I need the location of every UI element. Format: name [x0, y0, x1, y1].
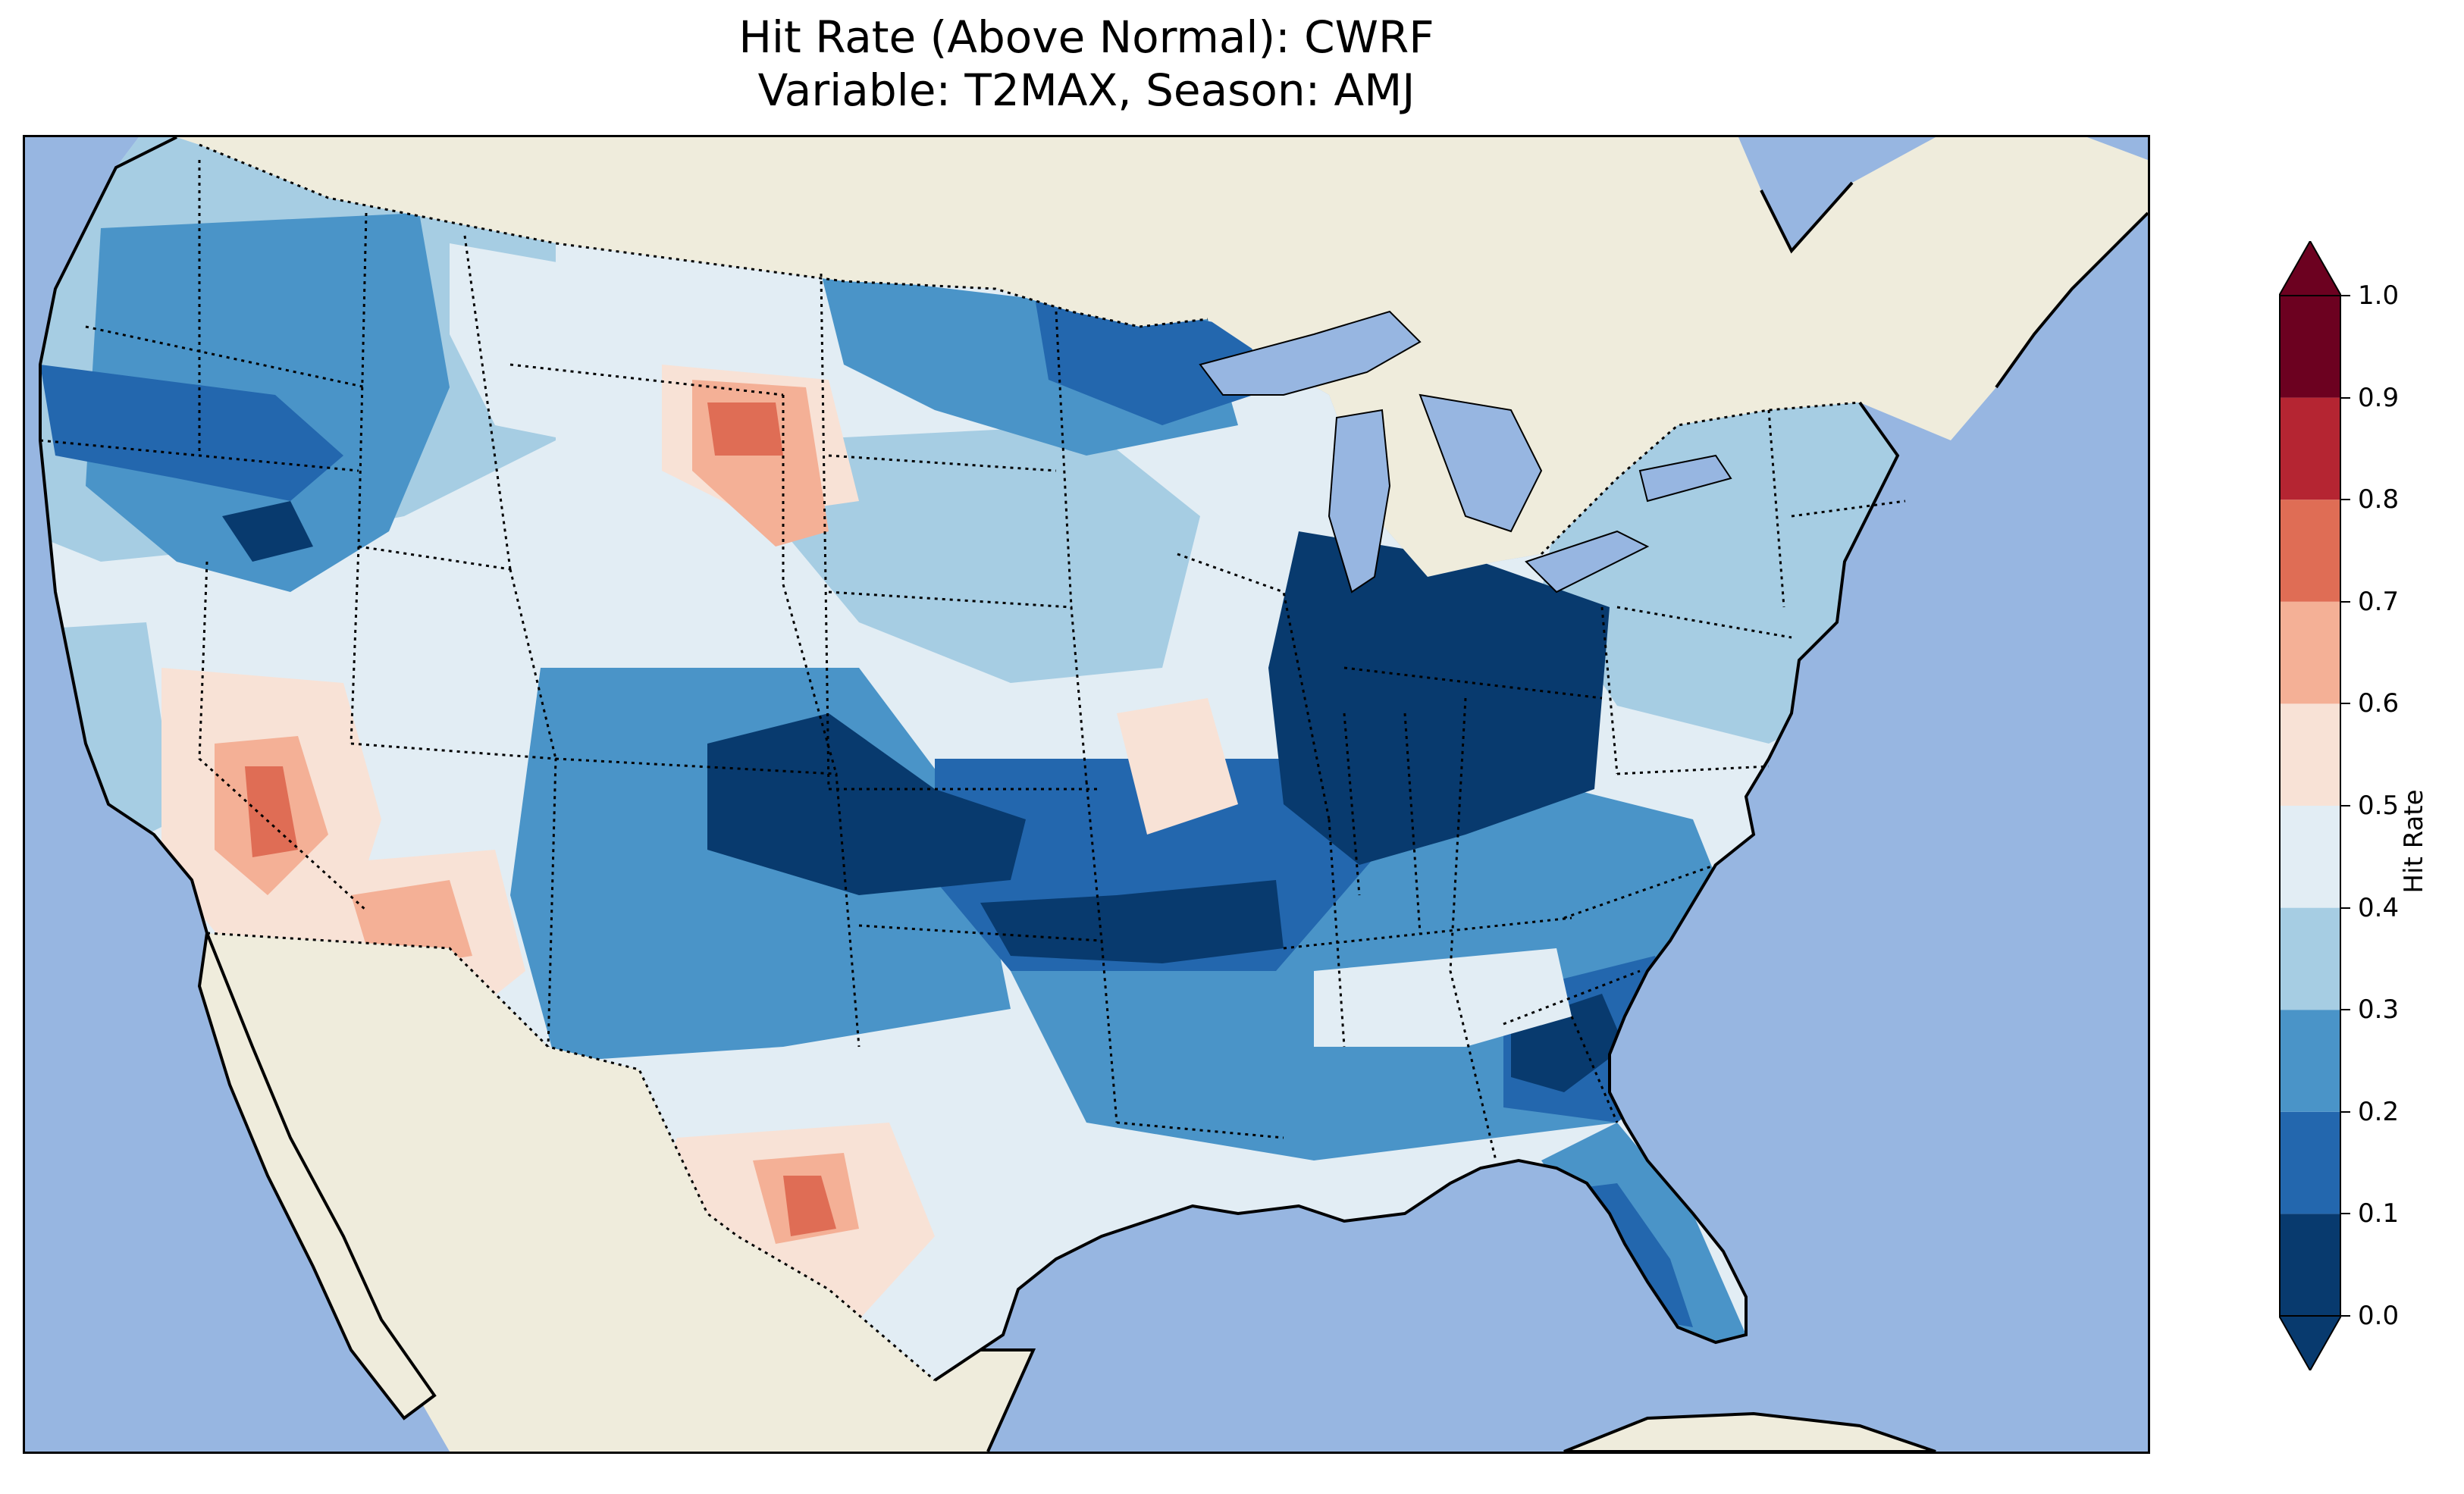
mexico-land	[207, 933, 1033, 1452]
colorbar-label: Hit Rate	[2399, 789, 2429, 894]
baja-peninsula	[199, 933, 434, 1418]
colorbar-frame	[2279, 295, 2341, 1317]
field-blue-oregon	[40, 365, 343, 501]
figure-title: Hit Rate (Above Normal): CWRF Variable: …	[23, 11, 2150, 117]
colorbar-tick-mark	[2341, 1213, 2350, 1215]
colorbar-tick-mark	[2341, 1009, 2350, 1011]
colorbar-bin	[2280, 500, 2340, 602]
colorbar-bin	[2280, 806, 2340, 908]
colorbar-tick-label: 0.6	[2358, 688, 2400, 719]
map-panel	[23, 135, 2150, 1454]
field-navy-idaho	[222, 501, 313, 562]
title-line-1: Hit Rate (Above Normal): CWRF	[738, 11, 1434, 63]
mexico-coastline	[980, 1348, 1036, 1452]
field-pale-gulf-coast	[821, 1123, 1314, 1289]
field-salmon-missouri	[1117, 698, 1238, 835]
us-coastline	[39, 137, 2148, 1382]
colorbar-tick-label: 0.4	[2358, 892, 2400, 923]
lake-ontario	[1638, 454, 1732, 503]
field-pale-tennessee	[1314, 948, 1572, 1047]
field-navy-arkansas	[980, 880, 1284, 963]
colorbar-over-arrow	[2279, 241, 2341, 296]
colorbar-tick-label: 0.2	[2358, 1096, 2400, 1127]
colorbar-tick-mark	[2341, 295, 2350, 296]
conus-map	[25, 137, 2148, 1452]
colorbar-tick-mark	[2341, 907, 2350, 909]
colorbar-bin	[2280, 296, 2340, 398]
lake-erie	[1525, 530, 1650, 594]
canada-land	[139, 137, 2148, 577]
state-borders	[39, 160, 1906, 1161]
colorbar-tick-mark	[2341, 1110, 2350, 1113]
colorbar-tick-mark	[2341, 805, 2350, 807]
colorbar-tick-mark	[2341, 1315, 2350, 1317]
colorbar-tick-label: 1.0	[2358, 280, 2400, 311]
colorbar-tick-mark	[2341, 703, 2350, 705]
colorbar-tick-mark	[2341, 600, 2350, 603]
colorbar-tick-label: 0.5	[2358, 791, 2400, 821]
cuba-land	[1563, 1411, 1936, 1452]
colorbar-tick-label: 0.3	[2358, 994, 2400, 1026]
lake-superior	[1199, 310, 1422, 396]
lake-huron	[1419, 393, 1543, 533]
colorbar-bin	[2280, 703, 2340, 806]
colorbar-under-arrow	[2279, 1315, 2341, 1370]
colorbar-bin	[2280, 907, 2340, 1010]
colorbar	[2279, 241, 2341, 1370]
lake-michigan	[1328, 409, 1391, 594]
field-red-texas	[783, 1176, 836, 1236]
field-light-blue-plains	[783, 425, 1200, 683]
colorbar-tick-mark	[2341, 396, 2350, 399]
field-red-nevada	[245, 766, 298, 857]
title-line-2: Variable: T2MAX, Season: AMJ	[757, 64, 1415, 116]
colorbar-bin	[2280, 601, 2340, 704]
colorbar-tick-label: 0.7	[2358, 586, 2400, 617]
field-navy-kansas	[707, 713, 1026, 895]
colorbar-tick-label: 0.9	[2358, 382, 2400, 413]
us-canada-border	[199, 143, 1861, 556]
us-mexico-border	[206, 932, 936, 1382]
colorbar-tick-label: 0.0	[2358, 1301, 2400, 1331]
colorbar-bin	[2280, 397, 2340, 500]
field-red-wyoming	[707, 402, 783, 456]
field-navy-ohio-valley	[1268, 531, 1610, 865]
colorbar-tick-mark	[2341, 499, 2350, 501]
colorbar-bin	[2280, 1010, 2340, 1112]
colorbar-tick-label: 0.8	[2358, 484, 2400, 515]
colorbar-bin	[2280, 1214, 2340, 1316]
colorbar-tick-label: 0.1	[2358, 1198, 2400, 1229]
baja-coastline	[197, 927, 437, 1420]
colorbar-bin	[2280, 1111, 2340, 1214]
